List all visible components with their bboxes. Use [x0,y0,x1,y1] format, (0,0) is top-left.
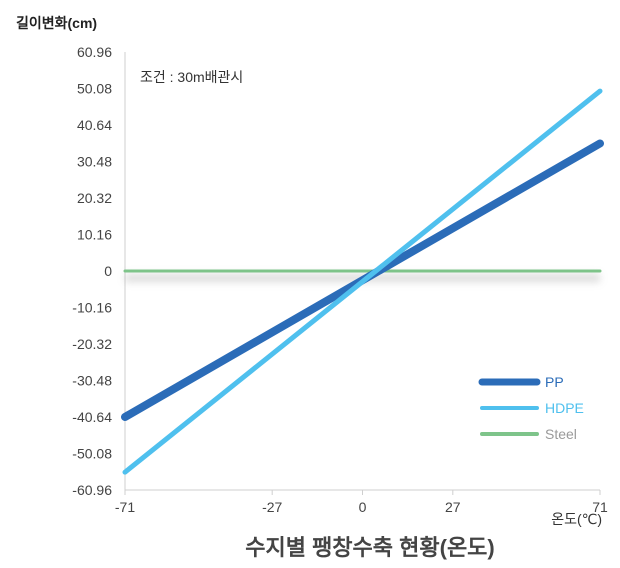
legend-label-pp: PP [545,374,564,390]
y-tick-label: 10.16 [77,227,112,243]
legend-label-hdpe: HDPE [545,400,584,416]
y-tick-label: 20.32 [77,190,112,206]
y-tick-label: -60.96 [72,482,112,498]
series-line-hdpe [122,88,603,475]
y-axis-label: 길이변화(cm) [16,15,97,31]
y-tick-label: -50.08 [72,446,112,462]
y-tick-label: 60.96 [77,44,112,60]
y-tick-label: 30.48 [77,154,112,170]
y-tick-label: 40.64 [77,117,112,133]
chart-title: 수지별 팽창수축 현황(온도) [245,535,495,560]
x-axis-label: 온도(℃) [551,511,602,527]
y-tick-label: -20.32 [72,336,112,352]
x-tick-label: 0 [359,499,367,515]
y-tick-label: -40.64 [72,409,112,425]
y-tick-label: -30.48 [72,373,112,389]
x-tick-label: 71 [592,499,608,515]
legend: PP HDPE Steel [478,374,584,442]
y-axis-ticks: 60.96 50.08 40.64 30.48 20.32 10.16 0 -10.16 -20… [72,44,112,498]
x-tick-label: 27 [445,499,461,515]
series-lines [121,88,604,475]
x-tick-label: -71 [115,499,135,515]
y-tick-label: 0 [104,263,112,279]
x-axis-ticks: -71 -27 0 27 71 [115,490,608,515]
condition-annotation: 조건 : 30m배관시 [140,69,243,85]
x-tick-label: -27 [262,499,282,515]
y-tick-label: -10.16 [72,300,112,316]
y-tick-label: 50.08 [77,81,112,97]
legend-label-steel: Steel [545,426,577,442]
